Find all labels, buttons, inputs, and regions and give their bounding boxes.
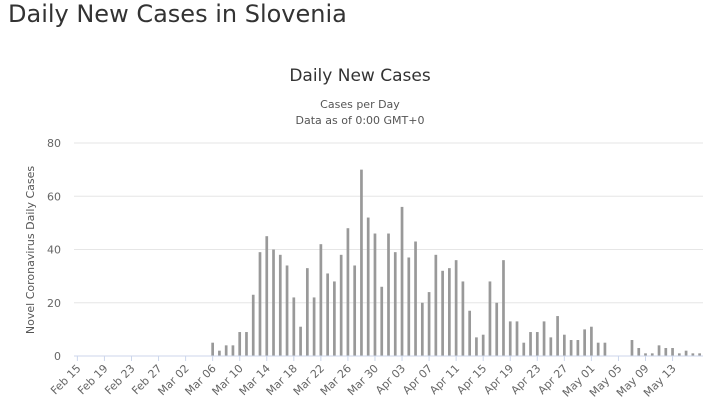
chart-title: Daily New Cases (289, 66, 431, 86)
bar[interactable] (576, 340, 580, 356)
bar[interactable] (488, 281, 492, 356)
bar[interactable] (515, 321, 519, 356)
chart-subtitle-line1: Cases per Day (320, 98, 400, 111)
bar[interactable] (664, 348, 668, 356)
bar[interactable] (224, 345, 228, 356)
bar[interactable] (468, 310, 472, 356)
bar[interactable] (698, 353, 701, 356)
bar[interactable] (393, 252, 397, 356)
bar[interactable] (481, 334, 485, 356)
bar[interactable] (461, 281, 465, 356)
bar[interactable] (258, 252, 262, 356)
bar[interactable] (400, 206, 404, 356)
bar[interactable] (353, 265, 357, 356)
y-axis-ticks: 0 20 40 60 80 (47, 137, 61, 363)
bar[interactable] (535, 332, 539, 356)
bar[interactable] (265, 236, 269, 356)
bar[interactable] (650, 353, 654, 356)
bar[interactable] (380, 286, 384, 356)
bar[interactable] (691, 353, 695, 356)
y-tick-label: 80 (47, 137, 61, 150)
bar[interactable] (339, 254, 343, 356)
bar[interactable] (637, 348, 641, 356)
bar[interactable] (299, 326, 302, 356)
bar[interactable] (211, 342, 214, 356)
chart-subtitle-line2: Data as of 0:00 GMT+0 (296, 114, 425, 127)
bar[interactable] (251, 294, 255, 356)
bar[interactable] (360, 169, 363, 357)
y-tick-label: 60 (47, 190, 61, 203)
bar[interactable] (542, 321, 546, 356)
page-heading: Daily New Cases in Slovenia (8, 0, 347, 28)
bar[interactable] (238, 332, 242, 356)
bar[interactable] (420, 302, 424, 356)
bar[interactable] (333, 281, 336, 356)
bar[interactable] (603, 342, 607, 356)
x-tick-label: Mar 30 (345, 362, 381, 398)
bar[interactable] (312, 297, 316, 356)
bar[interactable] (326, 273, 329, 356)
bar[interactable] (292, 297, 296, 356)
y-axis-label: Novel Coronavirus Daily Cases (24, 166, 37, 334)
bar[interactable] (502, 260, 505, 356)
bar-series (211, 169, 701, 357)
bar[interactable] (427, 292, 431, 356)
bar[interactable] (366, 217, 370, 356)
bar[interactable] (563, 334, 566, 356)
bar[interactable] (522, 342, 526, 356)
bar[interactable] (556, 316, 559, 356)
bar[interactable] (590, 326, 593, 356)
bar[interactable] (441, 270, 444, 356)
bar[interactable] (387, 233, 390, 356)
bar[interactable] (272, 249, 275, 357)
bar[interactable] (475, 337, 478, 356)
bar[interactable] (346, 228, 350, 356)
bar[interactable] (657, 345, 661, 356)
bar[interactable] (671, 348, 674, 356)
bar[interactable] (630, 340, 634, 356)
bar[interactable] (373, 233, 377, 356)
bar[interactable] (684, 350, 688, 356)
bar[interactable] (454, 260, 458, 356)
bar[interactable] (677, 353, 681, 356)
y-tick-label: 20 (47, 297, 61, 310)
bar[interactable] (529, 332, 532, 356)
bar[interactable] (448, 268, 451, 356)
bar[interactable] (508, 321, 512, 356)
bar[interactable] (414, 241, 417, 356)
bar[interactable] (596, 342, 600, 356)
bar[interactable] (569, 340, 573, 356)
bar[interactable] (434, 254, 438, 356)
bar[interactable] (583, 329, 586, 357)
bar[interactable] (407, 257, 411, 356)
bar[interactable] (495, 302, 499, 356)
bar[interactable] (285, 265, 289, 356)
bar[interactable] (278, 254, 282, 356)
bar[interactable] (218, 350, 221, 356)
bar[interactable] (305, 268, 309, 356)
bar[interactable] (549, 337, 553, 356)
y-tick-label: 40 (47, 244, 61, 257)
bar[interactable] (231, 345, 235, 356)
bar[interactable] (644, 353, 647, 356)
bar[interactable] (245, 332, 248, 356)
y-tick-label: 0 (54, 350, 61, 363)
bar[interactable] (319, 244, 323, 356)
